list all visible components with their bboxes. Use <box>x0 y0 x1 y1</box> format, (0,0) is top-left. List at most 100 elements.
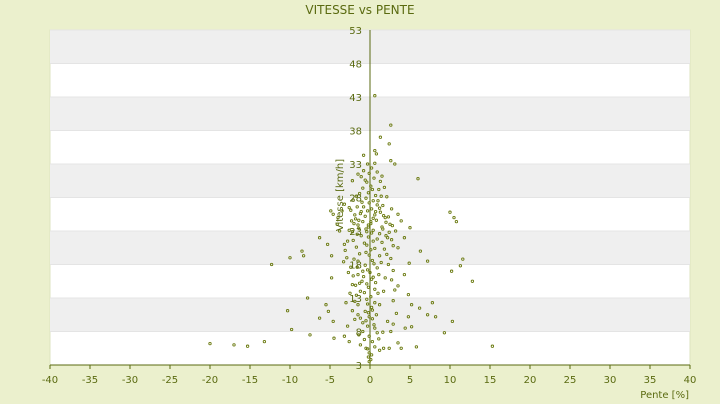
data-point <box>353 317 357 322</box>
data-point <box>369 166 374 170</box>
data-point <box>373 326 377 330</box>
data-point <box>365 180 369 184</box>
x-tick-label: 0 <box>367 375 373 386</box>
data-point <box>360 200 364 204</box>
data-point <box>354 293 359 297</box>
data-point <box>365 297 369 301</box>
x-tick-label: -30 <box>122 375 138 386</box>
data-point <box>386 215 391 219</box>
data-point <box>383 276 387 280</box>
data-point <box>329 209 333 213</box>
data-point <box>373 280 378 285</box>
data-point <box>371 199 375 203</box>
data-point <box>370 258 375 263</box>
data-point <box>361 269 365 273</box>
data-point <box>245 344 250 348</box>
data-point <box>449 269 454 273</box>
data-point <box>369 295 373 299</box>
data-point <box>470 279 475 283</box>
data-point <box>366 235 371 239</box>
data-point <box>361 219 365 224</box>
data-point <box>372 323 376 327</box>
data-point <box>375 237 379 241</box>
data-point <box>409 303 414 307</box>
data-point <box>388 222 392 226</box>
x-tick-label: -40 <box>42 375 58 386</box>
data-point <box>364 319 368 323</box>
data-point <box>391 299 395 303</box>
data-point <box>358 316 363 320</box>
data-point <box>352 257 356 261</box>
data-point <box>362 241 367 245</box>
data-point <box>372 176 376 180</box>
y-axis-label: Vitesse [km/h] <box>335 159 346 231</box>
data-point <box>402 272 407 277</box>
data-point <box>341 260 346 264</box>
data-point <box>393 229 398 233</box>
data-point <box>373 193 378 198</box>
x-tick-label: 40 <box>684 375 697 386</box>
data-point <box>399 346 403 350</box>
data-point <box>329 254 334 258</box>
data-point <box>390 223 395 228</box>
data-point <box>232 343 236 347</box>
data-point <box>384 234 388 238</box>
data-point <box>408 226 412 230</box>
x-axis-label: Pente [%] <box>640 390 689 400</box>
data-point <box>289 327 294 332</box>
data-point <box>396 341 400 345</box>
data-point <box>354 194 359 198</box>
data-point <box>208 341 212 346</box>
data-point <box>442 331 447 335</box>
x-tick-label: -20 <box>202 375 218 386</box>
data-point <box>376 291 380 295</box>
data-point <box>363 178 367 182</box>
data-point <box>359 175 363 179</box>
data-point <box>365 268 370 272</box>
data-point <box>362 337 367 342</box>
y-tick-label: 3 <box>356 361 362 372</box>
data-point <box>407 261 411 265</box>
data-point <box>377 206 382 210</box>
data-point <box>361 186 365 190</box>
data-point <box>361 153 366 157</box>
data-point <box>349 219 354 223</box>
data-point <box>357 252 362 256</box>
data-point <box>285 309 290 313</box>
data-point <box>371 216 375 220</box>
data-point <box>365 302 370 306</box>
data-point <box>396 284 400 288</box>
data-point <box>344 301 348 305</box>
data-point <box>361 274 366 279</box>
data-point <box>345 256 349 260</box>
data-point <box>300 249 304 253</box>
data-point <box>353 283 358 287</box>
data-point <box>356 313 360 317</box>
data-point <box>425 313 430 317</box>
data-point <box>384 220 388 224</box>
data-point <box>385 319 390 324</box>
data-point <box>348 291 352 295</box>
data-point <box>373 301 377 305</box>
data-point <box>385 252 389 257</box>
chart-title: VITESSE vs PENTE <box>305 3 414 17</box>
data-point <box>331 319 335 324</box>
data-point <box>418 249 423 253</box>
data-point <box>367 201 371 205</box>
data-point <box>377 348 382 352</box>
data-point <box>377 337 381 341</box>
y-tick-label: 33 <box>349 160 362 171</box>
data-point <box>425 259 430 263</box>
data-point <box>370 308 375 312</box>
y-tick-label: 53 <box>349 26 362 37</box>
data-points <box>208 94 495 364</box>
data-point <box>356 272 360 277</box>
data-point <box>430 301 435 305</box>
data-point <box>365 243 369 247</box>
data-point <box>379 194 383 198</box>
data-point <box>375 331 379 335</box>
data-point <box>357 191 362 196</box>
data-point <box>375 266 379 270</box>
